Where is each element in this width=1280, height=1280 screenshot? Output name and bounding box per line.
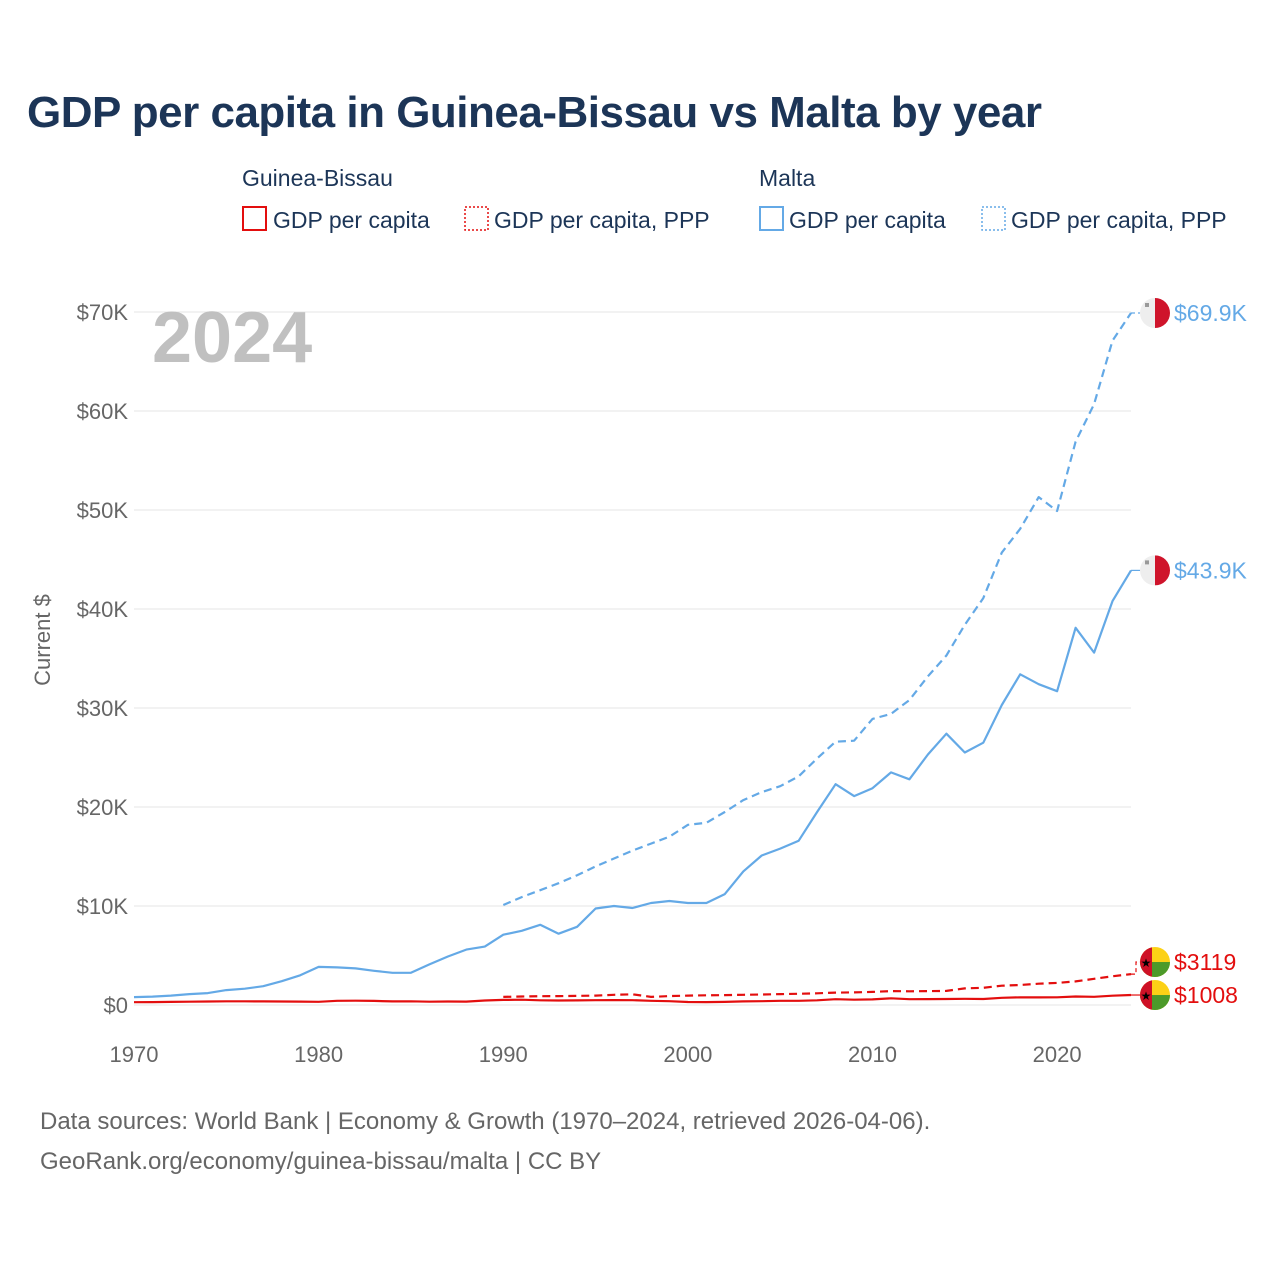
svg-text:★: ★ bbox=[1141, 989, 1152, 1003]
x-tick-label: 1980 bbox=[294, 1042, 343, 1067]
footer-credit: GeoRank.org/economy/guinea-bissau/malta … bbox=[40, 1148, 602, 1175]
x-tick-label: 2010 bbox=[848, 1042, 897, 1067]
series-line bbox=[133, 993, 1132, 1004]
y-tick-label: $0 bbox=[104, 993, 128, 1018]
x-tick-label: 1970 bbox=[110, 1042, 159, 1067]
series-line bbox=[503, 973, 1132, 999]
series-line bbox=[133, 569, 1132, 999]
end-value-label: $3119 bbox=[1174, 949, 1236, 975]
y-tick-label: $40K bbox=[77, 597, 129, 622]
end-value-label: $43.9K bbox=[1174, 557, 1248, 583]
year-watermark: 2024 bbox=[152, 298, 312, 378]
end-leader-line bbox=[1131, 961, 1140, 975]
legend-group-title: Guinea-Bissau bbox=[242, 165, 393, 191]
y-tick-label: $10K bbox=[77, 894, 129, 919]
legend-group-title: Malta bbox=[759, 165, 815, 191]
end-value-label: $69.9K bbox=[1174, 300, 1248, 326]
end-value-label: $1008 bbox=[1174, 982, 1238, 1008]
x-tick-label: 1990 bbox=[479, 1042, 528, 1067]
guinea-bissau-flag-icon: ★ bbox=[1140, 980, 1170, 1011]
chart-title: GDP per capita in Guinea-Bissau vs Malta… bbox=[27, 88, 1042, 137]
series-line bbox=[502, 312, 1132, 907]
legend-item-label: GDP per capita, PPP bbox=[494, 207, 710, 233]
legend-item-label: GDP per capita bbox=[273, 207, 430, 233]
svg-text:★: ★ bbox=[1141, 956, 1152, 970]
x-tick-label: 2000 bbox=[663, 1042, 712, 1067]
y-tick-label: $60K bbox=[77, 399, 129, 424]
y-tick-label: $30K bbox=[77, 696, 129, 721]
malta-flag-icon bbox=[1140, 555, 1170, 586]
legend-swatch-dashed bbox=[981, 206, 1006, 231]
legend-swatch-dashed bbox=[464, 206, 489, 231]
y-tick-label: $20K bbox=[77, 795, 129, 820]
y-tick-label: $50K bbox=[77, 498, 129, 523]
guinea-bissau-flag-icon: ★ bbox=[1140, 947, 1170, 978]
legend-item-label: GDP per capita, PPP bbox=[1011, 207, 1227, 233]
legend-swatch-solid bbox=[242, 206, 267, 231]
y-axis-label: Current $ bbox=[30, 594, 55, 686]
x-tick-label: 2020 bbox=[1033, 1042, 1082, 1067]
legend-swatch-solid bbox=[759, 206, 784, 231]
footer-sources: Data sources: World Bank | Economy & Gro… bbox=[40, 1108, 931, 1135]
y-tick-label: $70K bbox=[77, 300, 129, 325]
malta-flag-icon bbox=[1140, 297, 1170, 328]
legend-item-label: GDP per capita bbox=[789, 207, 946, 233]
